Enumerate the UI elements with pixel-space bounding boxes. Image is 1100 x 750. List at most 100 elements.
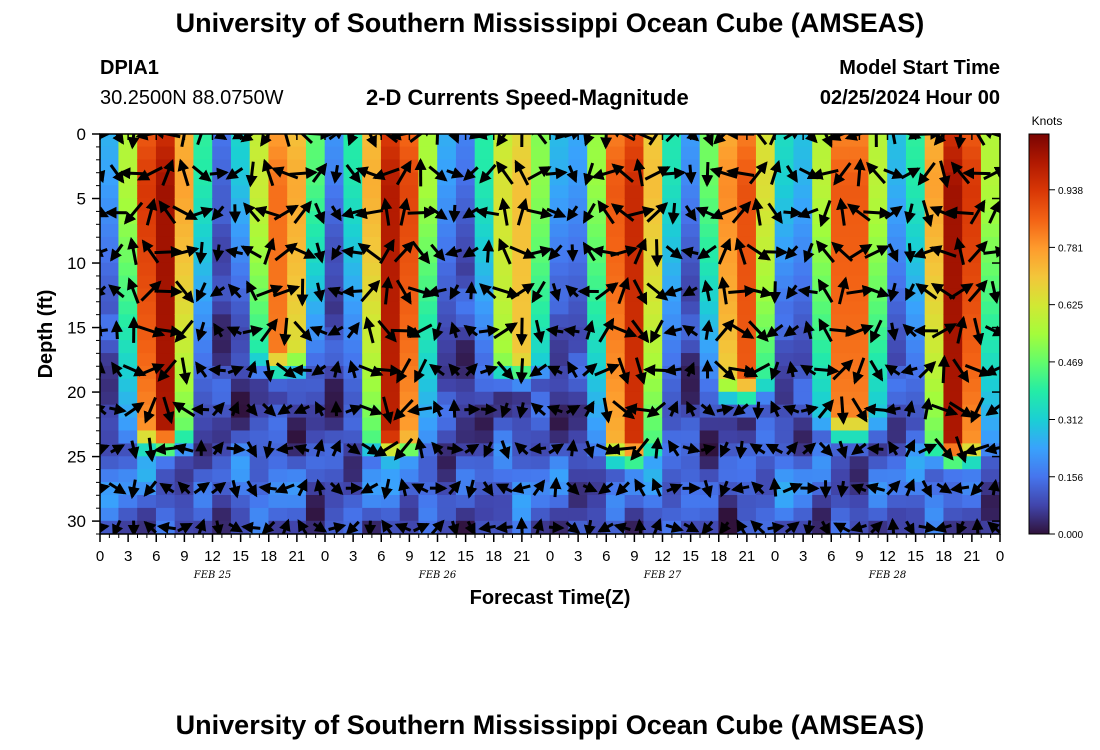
current-vector-arrow xyxy=(649,319,664,344)
current-vector-arrow xyxy=(583,400,595,418)
heatmap-cell xyxy=(962,314,982,328)
current-vector-arrow xyxy=(138,363,165,377)
current-vector-arrow xyxy=(360,279,381,303)
current-vector-arrow xyxy=(177,481,191,495)
current-vector-arrow xyxy=(211,481,227,495)
heatmap-cell xyxy=(905,262,926,277)
current-vector-arrow xyxy=(111,361,123,378)
current-vector-arrow xyxy=(128,479,140,500)
current-vector-arrow xyxy=(597,521,614,533)
heatmap-cell xyxy=(549,456,570,470)
heatmap-cell xyxy=(437,301,457,315)
heatmap-cell xyxy=(212,275,232,290)
heatmap-cell xyxy=(662,340,682,354)
heatmap-cell xyxy=(662,378,682,393)
heatmap-cell xyxy=(680,224,701,238)
heatmap-cell xyxy=(474,340,495,354)
current-vector-arrow xyxy=(395,279,412,305)
heatmap-cell xyxy=(849,340,870,354)
heatmap-cell xyxy=(737,340,757,354)
current-vector-arrow xyxy=(549,476,562,498)
current-vector-arrow xyxy=(967,279,988,303)
heatmap-cell xyxy=(943,340,963,354)
heatmap-cell xyxy=(680,391,701,406)
current-vector-arrow xyxy=(241,521,261,534)
current-vector-arrow xyxy=(864,285,890,298)
heatmap-cell xyxy=(380,365,401,380)
heatmap-cell xyxy=(680,236,701,251)
heatmap-cell xyxy=(980,469,1000,483)
heatmap-cell xyxy=(699,378,720,393)
heatmap-cell xyxy=(962,391,982,406)
heatmap-cell xyxy=(380,172,401,186)
current-vector-arrow xyxy=(290,364,312,377)
heatmap-cell xyxy=(587,301,607,315)
heatmap-cell xyxy=(962,378,982,393)
heatmap-cell xyxy=(568,275,588,290)
current-vector-arrow xyxy=(154,245,183,258)
station-coordinates: 30.2500N 88.0750W xyxy=(100,87,284,109)
heatmap-cell xyxy=(118,146,138,161)
current-vector-arrow xyxy=(293,443,310,456)
current-vector-arrow xyxy=(177,522,194,534)
heatmap-cell xyxy=(118,507,138,522)
heatmap-cell xyxy=(549,482,570,496)
heatmap-cell xyxy=(137,314,157,328)
heatmap-cell xyxy=(474,353,495,367)
heatmap-cell xyxy=(568,378,588,393)
current-vector-arrow xyxy=(412,522,430,534)
heatmap-cell xyxy=(230,417,251,432)
heatmap-cell xyxy=(530,391,551,406)
current-vector-arrow xyxy=(869,319,883,344)
heatmap-cell xyxy=(530,430,551,444)
heatmap-cell xyxy=(418,340,438,354)
heatmap-cell xyxy=(962,262,982,277)
heatmap-cell xyxy=(493,456,513,470)
current-vector-arrow xyxy=(665,521,684,533)
current-vector-arrow xyxy=(312,521,328,533)
heatmap-cell xyxy=(905,494,926,509)
current-vector-arrow xyxy=(493,322,518,340)
x-tick-label: 21 xyxy=(739,548,756,565)
current-vector-arrow xyxy=(915,283,938,300)
heatmap-cell xyxy=(643,249,663,264)
heatmap-cell xyxy=(587,236,607,251)
heatmap-cell xyxy=(924,314,945,328)
current-vector-arrow xyxy=(667,400,679,417)
heatmap-cell xyxy=(755,275,776,290)
current-vector-arrow xyxy=(987,521,1000,534)
x-tick-label: 9 xyxy=(180,548,188,565)
heatmap-cell xyxy=(699,469,720,483)
current-vector-arrow xyxy=(498,197,511,226)
current-vector-arrow xyxy=(611,163,634,183)
heatmap-cell xyxy=(100,301,120,315)
current-vector-arrow xyxy=(547,365,563,377)
heatmap-cell xyxy=(718,146,738,161)
heatmap-cell xyxy=(568,417,588,432)
current-vector-arrow xyxy=(784,521,800,534)
current-vector-arrow xyxy=(296,478,308,497)
heatmap-cell xyxy=(793,340,813,354)
heatmap-cell xyxy=(268,134,288,148)
heatmap-cell xyxy=(193,456,213,470)
heatmap-cell xyxy=(680,378,701,393)
current-vector-arrow xyxy=(634,518,647,534)
heatmap-cell xyxy=(924,340,945,354)
current-vector-arrow xyxy=(665,245,683,260)
current-vector-arrow xyxy=(921,397,933,420)
heatmap-cell xyxy=(249,430,270,444)
heatmap-cell xyxy=(680,507,701,522)
current-vector-arrow xyxy=(110,320,123,340)
current-vector-arrow xyxy=(783,206,803,219)
heatmap-cell xyxy=(718,185,738,199)
heatmap-cell xyxy=(474,378,495,393)
current-vector-arrow xyxy=(227,283,242,299)
heatmap-cell xyxy=(137,185,157,199)
current-vector-arrow xyxy=(273,204,299,221)
heatmap-cell xyxy=(680,301,701,315)
heatmap-cell xyxy=(380,262,401,277)
heatmap-cell xyxy=(155,262,176,277)
current-vector-arrow xyxy=(904,438,916,458)
heatmap-cell xyxy=(305,314,326,328)
current-vector-arrow xyxy=(903,520,915,534)
